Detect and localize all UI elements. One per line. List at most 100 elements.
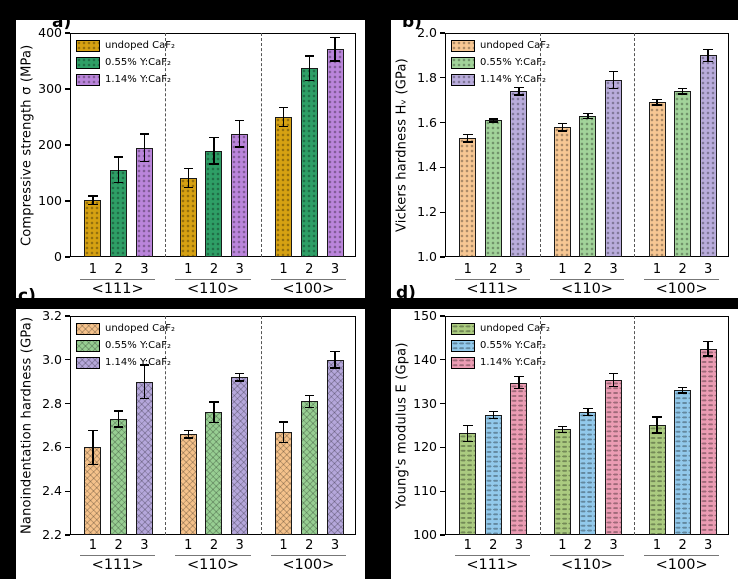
x-tick-label: 1 [652,262,662,277]
legend-swatch [76,339,100,352]
error-bar-cap-top [88,195,98,197]
error-bar-cap-top [278,106,289,109]
error-bar [278,106,289,128]
x-tick-label: 2 [114,538,123,553]
error-bar [463,424,473,443]
error-bar [113,156,124,184]
x-tick-label: 1 [652,538,662,553]
error-bar-cap-bottom [583,414,593,417]
error-bar-cap-bottom [608,386,619,388]
group-underline [549,555,625,556]
x-tick-label: 3 [235,538,244,553]
bar-b-g1-s1 [459,138,477,257]
legend: undoped CaF₂ 0.55% Y:CaF₂ 1.14% Y:CaF₂ [451,320,550,371]
error-bar-cap-bottom [463,440,473,443]
x-tick-label: 2 [583,262,593,277]
x-tick-label: 1 [463,262,472,277]
error-bar-cap-top [330,351,340,353]
error-bar-cap-top [652,416,662,418]
error-bar-cap-top [583,407,593,409]
error-bar [88,195,98,206]
error-bar [608,71,619,89]
group-underline [175,279,251,280]
error-bar [703,48,713,63]
legend-swatch [76,322,100,335]
error-bar-cap-top [234,372,245,375]
legend-label: undoped CaF₂ [480,40,551,51]
x-tick-label: 1 [279,538,288,553]
x-tick-label: 2 [489,538,498,553]
legend-swatch [76,39,100,52]
x-tick-label: 2 [305,538,314,553]
x-tick-label: 1 [184,262,193,277]
error-bar-cap-top [557,122,568,124]
y-tick-label: 1.4 [417,159,437,175]
x-tick-label: 1 [88,262,98,277]
black-mask-left [0,0,16,579]
error-bar-cap-top [304,55,315,57]
bar-b-g3-s2 [674,91,692,257]
error-bar-cap-bottom [652,432,662,434]
error-bar-cap-top [183,429,193,432]
bar-d-g2-s3 [605,379,622,535]
error-bar-cap-top [139,133,150,135]
legend-label: undoped CaF₂ [480,323,551,334]
x-tick-label: 2 [583,538,593,553]
x-tick-label: 3 [609,262,618,277]
error-bar-cap-bottom [209,163,219,165]
legend-label: undoped CaF₂ [105,40,176,51]
x-tick-label: 1 [558,262,567,277]
group-separator-line [539,316,541,535]
error-bar-cap-bottom [330,60,340,62]
y-tick-label: 3.2 [42,308,62,323]
y-tick-mark [65,200,70,202]
y-tick-label: 140 [413,351,437,367]
error-bar-cap-top [139,364,150,366]
bar-b-g2-s1 [553,127,571,257]
error-bar-cap-top [463,133,473,136]
group-underline [270,279,346,280]
error-bar-cap-bottom [608,87,619,89]
error-bar-cap-bottom [304,406,315,408]
error-bar-cap-top [209,136,219,138]
group-underline [644,555,719,556]
panel-b-vickers-hardness: Vickers hardness Hᵥ (GPa) 1.0 1.2 1.4 1.6 1.… [391,20,738,298]
error-bar [677,87,688,95]
bar-d-g1-s1 [459,433,477,535]
error-bar-cap-bottom [677,93,688,95]
legend-swatch [451,356,475,369]
y-tick-label: 200 [38,137,62,152]
group-separator-line [165,316,167,535]
x-tick-label: 3 [704,262,713,277]
error-bar-cap-bottom [88,204,98,206]
group-separator-line [539,33,541,257]
black-mask-middle-horizontal [0,298,738,309]
error-bar-cap-bottom [209,421,219,424]
error-bar-cap-top [677,386,688,388]
y-tick-label: 1.6 [417,114,437,130]
legend-label: 1.14% Y:CaF₂ [105,357,171,368]
x-tick-label: 3 [609,538,618,553]
bar-c-g2-s2 [205,412,223,535]
y-tick-mark [440,359,445,361]
y-tick-label: 400 [38,25,62,40]
error-bar-cap-top [677,87,688,90]
group-separator-line [260,33,262,257]
error-bar-cap-bottom [234,380,245,382]
legend-label: 0.55% Y:CaF₂ [480,340,546,351]
y-tick-mark [440,211,445,213]
bar-c-g1-s2 [110,418,128,535]
error-bar [703,340,713,357]
bar-d-g1-s2 [484,414,502,535]
error-bar [652,99,662,106]
error-bar [88,429,98,465]
error-bar-cap-bottom [234,146,245,148]
y-tick-mark [440,490,445,492]
bar-d-g2-s1 [553,429,571,535]
y-tick-mark [65,359,70,361]
error-bar [330,351,340,369]
error-bar [183,167,193,189]
y-tick-label: 300 [38,81,62,96]
error-bar-cap-top [330,36,340,39]
bar-a-g3-s3 [326,49,344,257]
